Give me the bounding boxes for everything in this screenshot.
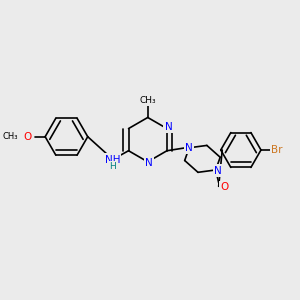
Text: N: N <box>185 143 193 153</box>
Text: CH₃: CH₃ <box>140 96 156 105</box>
Text: NH: NH <box>104 154 120 165</box>
Text: N: N <box>214 166 222 176</box>
Text: H: H <box>109 163 116 172</box>
Text: N: N <box>145 158 153 168</box>
Text: Br: Br <box>271 145 283 155</box>
Text: CH₃: CH₃ <box>2 132 18 141</box>
Text: O: O <box>23 132 32 142</box>
Text: N: N <box>164 122 172 132</box>
Text: O: O <box>220 182 228 192</box>
